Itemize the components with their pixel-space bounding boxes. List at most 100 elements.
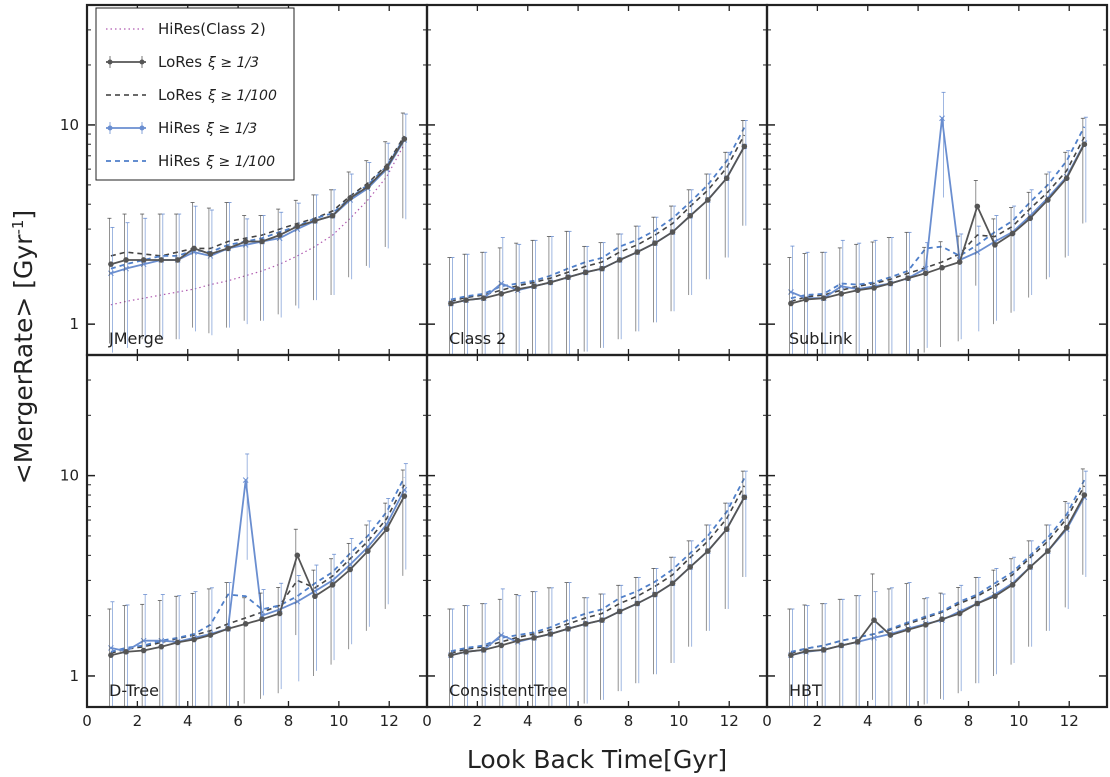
panel-label: D-Tree <box>109 681 159 700</box>
legend-label: HiRes(Class 2) <box>158 20 266 38</box>
legend-label: LoRes ξ ≥ 1/100 <box>158 86 277 104</box>
lores_third-point <box>922 270 929 277</box>
lores_third-point <box>974 600 981 607</box>
lores_hundredth-line <box>790 136 1086 303</box>
x-tick-label: 6 <box>573 712 583 730</box>
lores_third-point <box>547 279 554 286</box>
lores_third-point <box>956 259 963 265</box>
lores_third-line <box>450 496 746 657</box>
lores_third-point <box>741 494 748 501</box>
y-tick-label: 1 <box>69 315 79 333</box>
lores_third-point <box>158 257 165 263</box>
legend-label: LoRes ξ ≥ 1/3 <box>158 53 259 71</box>
panel-label: SubLink <box>789 329 853 348</box>
lores_third-point <box>531 635 537 641</box>
lores_third-point <box>803 296 809 303</box>
lores_third-point <box>259 238 265 245</box>
lores_third-point <box>723 526 730 533</box>
legend-box <box>95 7 295 181</box>
plot-area <box>107 112 408 353</box>
lores_third-point <box>347 566 353 573</box>
lores_third-point <box>820 647 827 653</box>
lores_third-point <box>652 240 658 246</box>
lores_third-point <box>347 195 353 201</box>
lores_third-line <box>450 145 746 305</box>
lores_third-point <box>480 295 487 301</box>
lores_third-point <box>480 647 487 653</box>
x-tick-label: 2 <box>813 712 823 730</box>
lores_third-point <box>276 232 283 238</box>
lores_third-point <box>599 617 605 623</box>
x-tick-label: 12 <box>720 712 739 730</box>
lores_third-point <box>242 621 249 627</box>
lores_third-point <box>1045 197 1051 203</box>
lores_third-point <box>140 257 147 263</box>
panel-label: JMerge <box>108 329 164 348</box>
lores_third-point <box>108 652 114 658</box>
lores_third-point <box>582 269 589 276</box>
panel-consistenttree: 0 2 4 6 8 10 12 ConsistentTree <box>422 353 769 730</box>
lores_third-point <box>225 625 231 632</box>
lores_hundredth-line <box>450 485 746 654</box>
y-axis-title-sup: -1 <box>9 220 27 235</box>
y-axis-title: <MergerRate> [Gyr-1] <box>9 210 38 484</box>
x-tick-label: 4 <box>523 712 533 730</box>
lores_third-line <box>110 495 406 657</box>
y-axis-title-close: ] <box>9 210 38 220</box>
lores_third-point <box>531 283 537 290</box>
lores_third-point <box>974 203 981 210</box>
plot-area <box>447 120 748 355</box>
lores_third-point <box>123 649 129 655</box>
x-axis-title: Look Back Time[Gyr] <box>467 745 727 774</box>
lores_third-point <box>871 285 877 291</box>
hires_third-line <box>450 145 746 305</box>
lores_third-point <box>329 212 336 219</box>
y-tick-label: 10 <box>60 116 79 134</box>
panel-label: HBT <box>789 681 822 700</box>
lores_third-point <box>207 251 214 257</box>
panel-label: ConsistentTree <box>449 681 567 700</box>
lores_third-point <box>939 616 945 623</box>
lores_third-point <box>669 229 676 235</box>
x-tick-label: 4 <box>183 712 193 730</box>
hires_hundredth-line <box>110 137 406 270</box>
lores_third-point <box>174 639 181 646</box>
x-tick-label: 2 <box>133 712 143 730</box>
x-tick-label: 0 <box>422 712 432 730</box>
lores_third-point <box>191 245 197 252</box>
lores_third-point <box>514 286 521 292</box>
lores_third-point <box>616 257 623 263</box>
lores_third-point <box>401 493 408 499</box>
lores_third-point <box>365 183 371 190</box>
lores_third-point <box>448 300 454 307</box>
legend-label: HiRes ξ ≥ 1/3 <box>158 119 257 137</box>
hires_hundredth-line <box>450 477 746 653</box>
lores_third-point <box>498 642 505 649</box>
lores_third-point <box>547 631 554 637</box>
legend-label-xi: ξ ≥ 1/3 <box>207 55 259 71</box>
lores_hundredth-line <box>450 134 746 303</box>
hires_hundredth-line <box>790 479 1086 653</box>
lores_third-point <box>887 632 894 638</box>
lores_third-point <box>1063 524 1070 531</box>
legend: HiRes(Class 2) LoRes ξ ≥ 1/3 LoRes ξ ≥ 1/100… <box>95 7 295 181</box>
lores_third-point <box>174 257 181 263</box>
plot-area <box>447 470 748 707</box>
lores_third-point <box>207 632 214 638</box>
hires_third-line <box>790 117 1086 300</box>
panel-sublink: SubLink <box>765 3 1109 357</box>
lores_third-point <box>383 164 390 171</box>
lores_hundredth-line <box>790 485 1086 654</box>
lores_third-point <box>705 548 711 554</box>
lores_hundredth-line <box>110 484 406 654</box>
lores_third-point <box>365 548 371 554</box>
lores_third-point <box>992 242 998 248</box>
lores_third-point <box>854 287 861 294</box>
hires_hundredth-line <box>110 476 406 653</box>
lores_third-point <box>820 295 827 301</box>
plot-area <box>787 91 1088 355</box>
lores_third-point <box>905 275 911 282</box>
lores_third-point <box>687 212 693 219</box>
lores_hundredth-line <box>110 135 405 257</box>
lores_third-point <box>1063 175 1070 182</box>
